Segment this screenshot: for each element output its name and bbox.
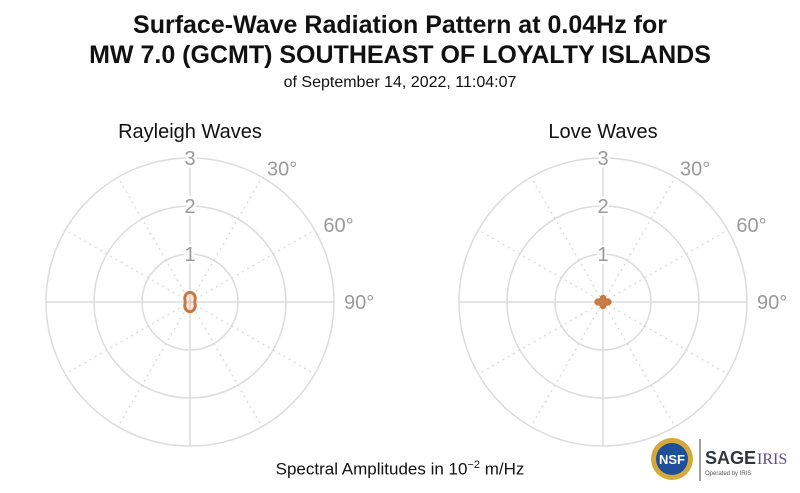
units-exponent: −2: [467, 459, 480, 471]
love-r-tick-1: 1: [597, 244, 608, 266]
rayleigh-r-tick-1: 1: [184, 244, 195, 266]
rayleigh-angle-tick-30: 30°: [267, 159, 297, 181]
nsf-sage-iris-logo: NSF SAGE IRIS Operated by IRIS: [651, 438, 787, 481]
rayleigh-angle-tick-90: 90°: [344, 292, 374, 314]
love-spoke-30: [602, 176, 676, 303]
rayleigh-spoke-210: [117, 301, 191, 428]
rayleigh-ring-3: [45, 157, 335, 447]
amplitude-units-label: Spectral Amplitudes in 10−2 m/Hz: [0, 453, 800, 482]
rayleigh-spoke-30: [189, 176, 263, 303]
rayleigh-angle-tick-60: 60°: [323, 215, 353, 237]
love-title: Love Waves: [548, 121, 657, 143]
love-angle-tick-30: 30°: [680, 159, 710, 181]
rayleigh-r-tick-2: 2: [184, 196, 195, 218]
love-spoke-330: [530, 176, 604, 303]
love-spoke-60: [602, 229, 729, 303]
love-ring-1: [554, 253, 652, 351]
love-ring-3: [458, 157, 748, 447]
nsf-seal-inner-icon: [656, 443, 688, 475]
sage-logo-text: SAGE: [705, 448, 756, 468]
units-suffix: m/Hz: [480, 459, 525, 479]
rayleigh-spoke-330: [117, 176, 191, 303]
rayleigh-spoke-150: [189, 301, 263, 428]
units-prefix: Spectral Amplitudes in 10: [275, 459, 468, 479]
operated-by-text: Operated by IRIS: [705, 471, 751, 477]
love-spoke-210: [530, 301, 604, 428]
rayleigh-ring-2: [93, 205, 287, 399]
rayleigh-title: Rayleigh Waves: [118, 121, 262, 143]
love-spoke-240: [477, 301, 604, 375]
rayleigh-spoke-60: [189, 229, 316, 303]
rayleigh-spoke-300: [64, 229, 191, 303]
love-r-tick-2: 2: [597, 196, 608, 218]
love-angle-tick-60: 60°: [736, 215, 766, 237]
rayleigh-polar-plot: Rayleigh Waves 1 2 3 30° 60° 90°: [45, 121, 374, 447]
nsf-logo-text: NSF: [659, 452, 685, 467]
chart-subtitle: of September 14, 2022, 11:04:07: [283, 74, 517, 91]
iris-logo-text: IRIS: [757, 451, 787, 468]
love-spoke-300: [477, 229, 604, 303]
rayleigh-ring-1: [141, 253, 239, 351]
love-r-tick-3: 3: [597, 148, 608, 170]
love-angle-tick-90: 90°: [757, 292, 787, 314]
rayleigh-spoke-120: [189, 301, 316, 375]
love-spoke-120: [602, 301, 729, 375]
love-ring-2: [506, 205, 700, 399]
love-polar-plot: Love Waves 1 2 3 30° 60° 90°: [458, 121, 787, 447]
love-radiation-pattern: [594, 294, 612, 310]
rayleigh-radiation-pattern: [183, 290, 197, 314]
love-spoke-150: [602, 301, 676, 428]
chart-title-line-2: MW 7.0 (GCMT) SOUTHEAST OF LOYALTY ISLAN…: [89, 41, 711, 69]
rayleigh-r-tick-3: 3: [184, 148, 195, 170]
chart-title-line-1: Surface-Wave Radiation Pattern at 0.04Hz…: [133, 11, 667, 39]
rayleigh-spoke-240: [64, 301, 191, 375]
